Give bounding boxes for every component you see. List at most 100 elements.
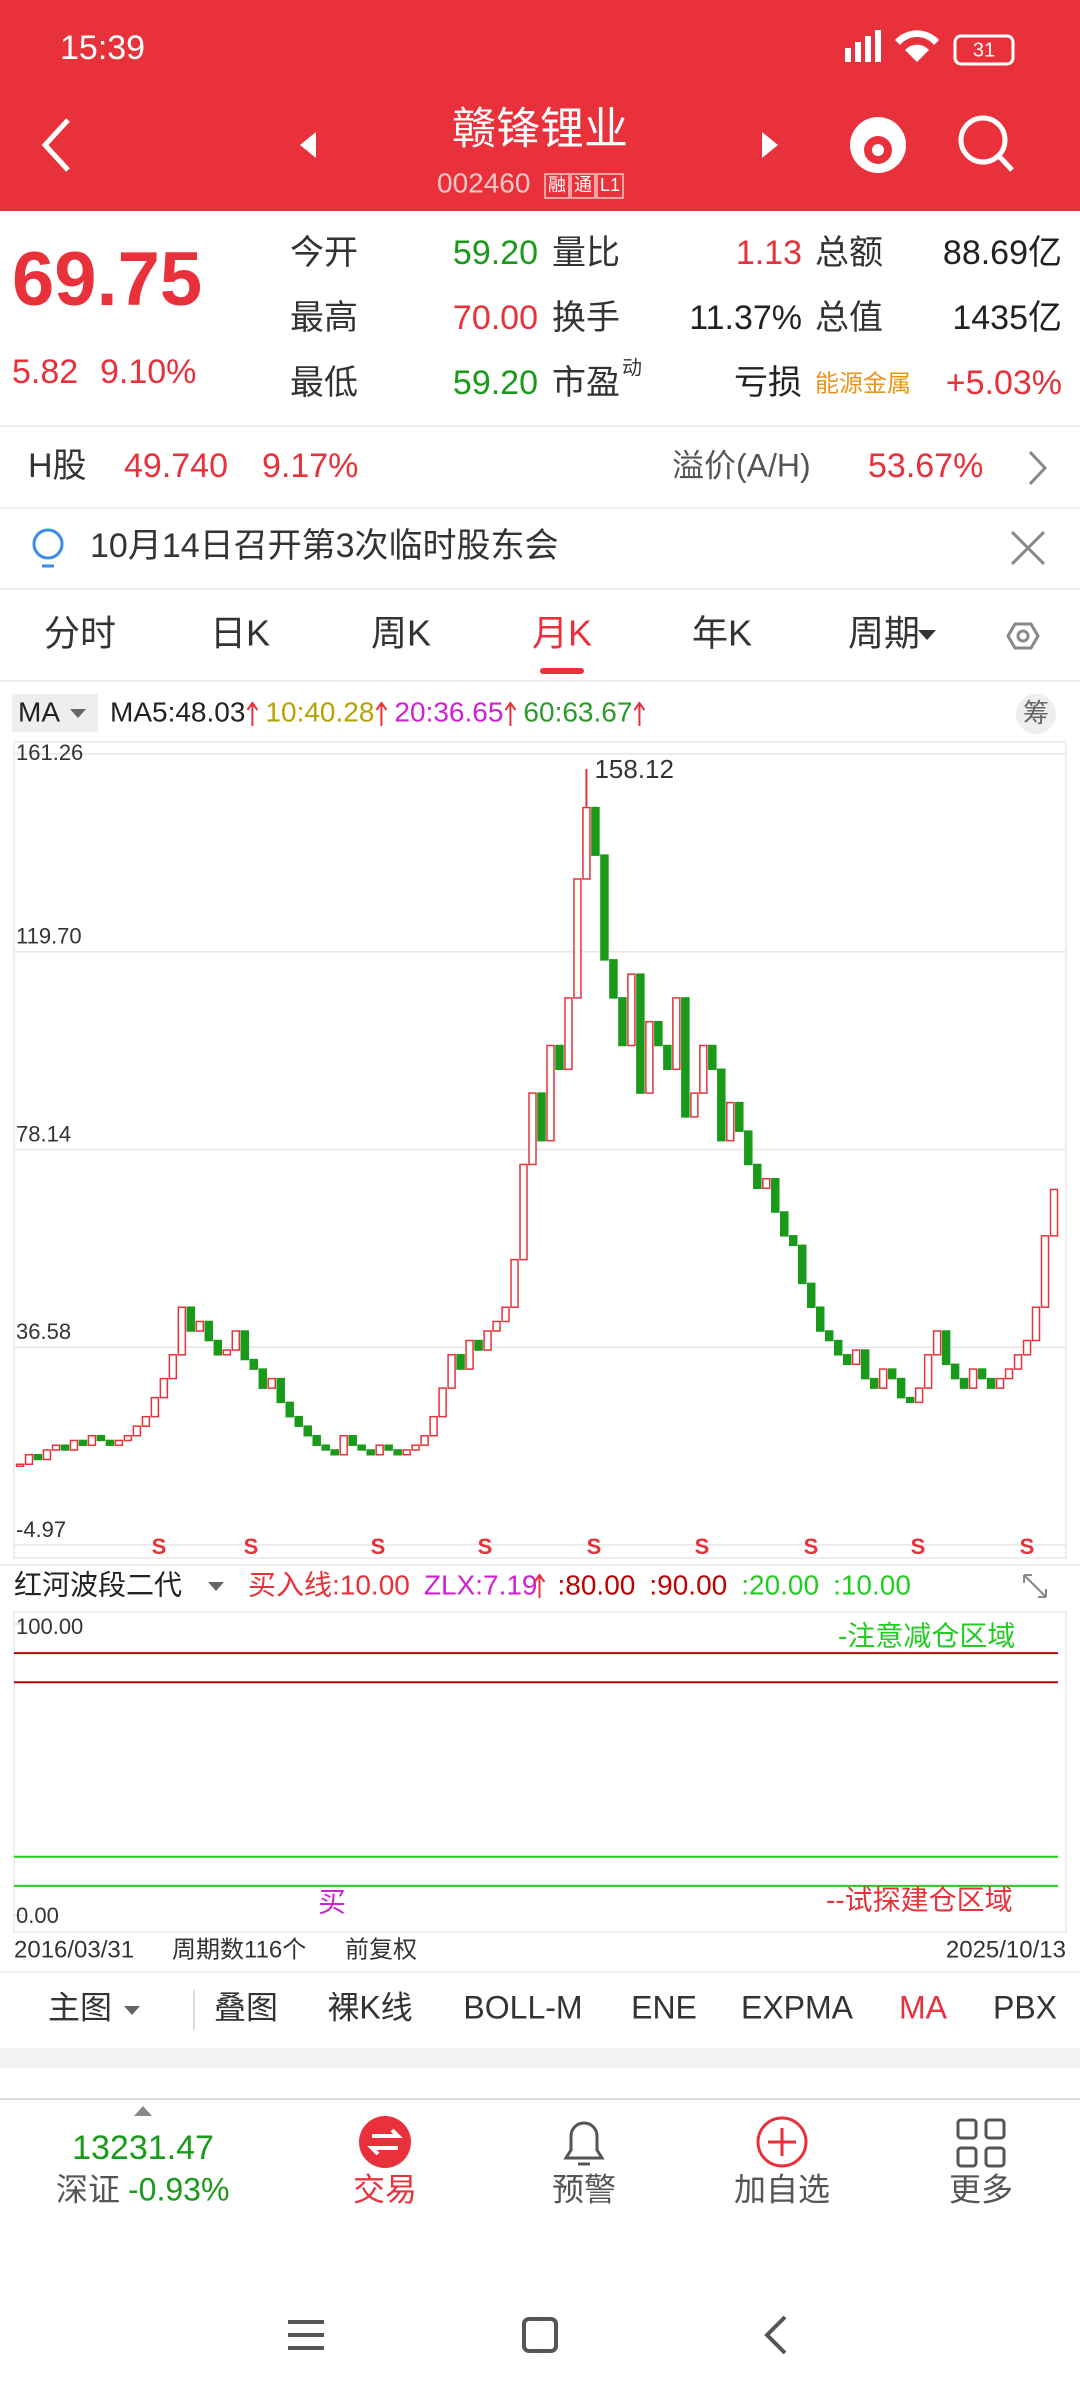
prev-stock[interactable] xyxy=(300,132,316,158)
candle xyxy=(609,959,618,999)
candle xyxy=(1040,1235,1050,1308)
back-button[interactable] xyxy=(41,118,70,172)
candle xyxy=(321,1444,330,1451)
candle xyxy=(339,1434,348,1456)
signal: S xyxy=(804,1534,819,1559)
more-icon[interactable] xyxy=(956,2118,1006,2168)
candle xyxy=(708,1044,717,1071)
candle xyxy=(672,997,681,1071)
candle xyxy=(42,1449,52,1461)
field-value: 70.00 xyxy=(453,299,538,337)
field-value: 1.13 xyxy=(736,234,802,272)
candle xyxy=(222,1349,232,1356)
subtab[interactable]: MA xyxy=(899,1989,948,2025)
candle xyxy=(977,1368,987,1380)
candle xyxy=(132,1425,142,1437)
notice[interactable]: 10月14日召开第3次临时股东会 xyxy=(90,527,559,565)
alert-icon[interactable] xyxy=(563,2121,605,2166)
candle xyxy=(1031,1306,1041,1342)
ma-item: 20:36.65 xyxy=(394,696,503,727)
field-value: 88.69亿 xyxy=(943,234,1062,272)
ma-selector[interactable] xyxy=(12,694,98,732)
chip-button[interactable] xyxy=(1016,694,1056,734)
candle xyxy=(986,1377,996,1389)
candle xyxy=(375,1444,384,1456)
candle xyxy=(941,1330,951,1366)
candle xyxy=(105,1439,115,1446)
subtab[interactable]: EXPMA xyxy=(741,1989,854,2025)
date-end: 2025/10/13 xyxy=(946,1936,1066,1963)
system-nav[interactable] xyxy=(288,2315,787,2355)
signal: S xyxy=(587,1534,602,1559)
subtab[interactable]: 叠图 xyxy=(214,1989,278,2025)
candle xyxy=(1004,1368,1014,1380)
ma-item: 60:63.67 xyxy=(523,696,632,727)
subtab[interactable]: ENE xyxy=(631,1989,697,2025)
badge-box xyxy=(570,173,596,199)
badge: 融 xyxy=(548,175,566,195)
candle xyxy=(995,1377,1005,1389)
badge-box xyxy=(544,173,570,199)
dropdown-arrow xyxy=(918,630,936,640)
nav-label[interactable]: 加自选 xyxy=(734,2171,830,2207)
candle xyxy=(411,1444,420,1451)
candle xyxy=(600,854,609,961)
y-tick-label: 78.14 xyxy=(16,1121,71,1146)
tab[interactable]: 周K xyxy=(371,613,431,654)
signal: S xyxy=(695,1534,710,1559)
change-pct: 9.10% xyxy=(100,353,196,391)
expand[interactable] xyxy=(1023,1574,1047,1598)
add-icon[interactable] xyxy=(756,2116,808,2168)
candle xyxy=(78,1439,88,1446)
nav-label[interactable]: 交易 xyxy=(353,2171,417,2207)
subtab[interactable]: 主图 xyxy=(48,1989,112,2025)
y-tick-label: 36.58 xyxy=(16,1319,71,1344)
candle xyxy=(492,1320,501,1332)
field-value: +5.03% xyxy=(946,364,1062,402)
arrow xyxy=(533,1573,546,1598)
candle xyxy=(240,1330,250,1361)
indicator-item: 买入线:10.00 xyxy=(248,1569,410,1600)
close-notice[interactable] xyxy=(1010,530,1046,566)
candle xyxy=(573,878,582,999)
h-label: H股 xyxy=(28,447,87,485)
next-stock[interactable] xyxy=(762,132,778,158)
field-sup: 动 xyxy=(622,356,642,379)
tab[interactable]: 周期 xyxy=(848,613,920,654)
signal: S xyxy=(244,1534,259,1559)
indicator-frame xyxy=(13,1611,1067,1933)
trade-icon[interactable] xyxy=(359,2116,411,2168)
candle xyxy=(851,1349,861,1366)
search[interactable] xyxy=(958,115,1008,165)
candle xyxy=(474,1339,483,1351)
index-change: -0.93% xyxy=(128,2171,229,2207)
subtab[interactable]: 裸K线 xyxy=(327,1989,412,2025)
nav-label[interactable]: 预警 xyxy=(552,2171,616,2207)
subtab[interactable]: PBX xyxy=(993,1989,1057,2025)
tab[interactable]: 年K xyxy=(692,613,752,654)
candle xyxy=(285,1401,294,1418)
candle xyxy=(357,1444,366,1451)
tab[interactable]: 日K xyxy=(210,613,270,654)
indicator-name[interactable]: 红河波段二代 xyxy=(14,1569,182,1600)
indicator-item: ZLX:7.19 xyxy=(424,1569,538,1600)
settings[interactable] xyxy=(1006,622,1040,650)
subtab[interactable]: BOLL-M xyxy=(463,1989,582,2025)
tab[interactable]: 月K xyxy=(532,613,592,654)
field-label: 最高 xyxy=(290,299,358,337)
premium-label: 溢价(A/H) xyxy=(672,447,811,483)
candle xyxy=(789,1235,798,1247)
candle xyxy=(1022,1339,1032,1356)
nav-label[interactable]: 更多 xyxy=(949,2171,1013,2207)
candle xyxy=(833,1339,843,1356)
tab[interactable]: 分时 xyxy=(44,613,116,654)
candle xyxy=(780,1211,789,1237)
period-count: 周期数116个 xyxy=(172,1936,306,1963)
candle xyxy=(258,1368,268,1389)
date-start: 2016/03/31 xyxy=(14,1936,134,1963)
chevron[interactable] xyxy=(1028,450,1048,486)
candle xyxy=(447,1354,456,1389)
change: 5.82 xyxy=(12,353,78,391)
candle xyxy=(744,1130,753,1166)
candle xyxy=(96,1434,106,1442)
